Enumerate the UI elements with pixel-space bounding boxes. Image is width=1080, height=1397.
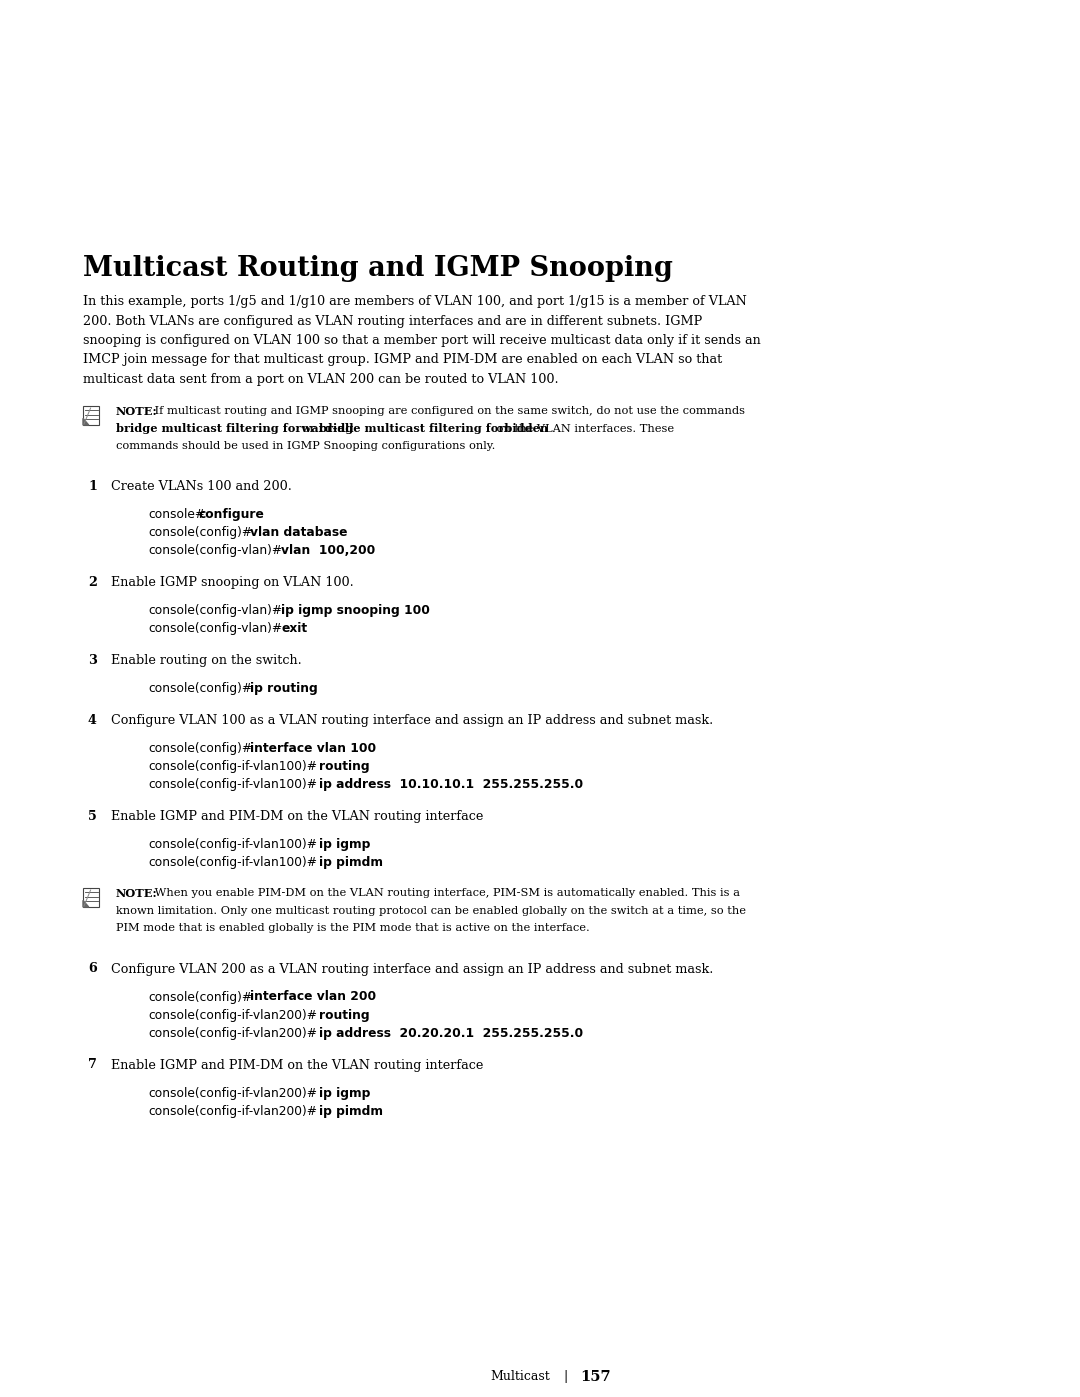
Text: vlan  100,200: vlan 100,200 [282,543,376,557]
Text: NOTE:: NOTE: [116,888,158,900]
Text: console(config-if-vlan200)#: console(config-if-vlan200)# [148,1009,318,1021]
Text: exit: exit [282,622,308,636]
Text: PIM mode that is enabled globally is the PIM mode that is active on the interfac: PIM mode that is enabled globally is the… [116,923,590,933]
Text: console(config-if-vlan200)#: console(config-if-vlan200)# [148,1105,318,1118]
Text: console(config)#: console(config)# [148,682,252,694]
Text: console(config-vlan)#: console(config-vlan)# [148,622,282,636]
Text: configure: configure [199,509,265,521]
Text: console(config-if-vlan100)#: console(config-if-vlan100)# [148,760,318,773]
Text: |: | [563,1370,567,1383]
Text: console(config-vlan)#: console(config-vlan)# [148,604,282,617]
Text: Multicast Routing and IGMP Snooping: Multicast Routing and IGMP Snooping [83,256,673,282]
Text: console#: console# [148,509,205,521]
Text: console(config)#: console(config)# [148,527,252,539]
Text: Enable IGMP and PIM-DM on the VLAN routing interface: Enable IGMP and PIM-DM on the VLAN routi… [111,1059,484,1071]
Text: NOTE:: NOTE: [116,407,158,416]
Text: Configure VLAN 200 as a VLAN routing interface and assign an IP address and subn: Configure VLAN 200 as a VLAN routing int… [111,963,714,975]
Text: console(config)#: console(config)# [148,990,252,1003]
Text: commands should be used in IGMP Snooping configurations only.: commands should be used in IGMP Snooping… [116,441,496,451]
Text: ip igmp snooping 100: ip igmp snooping 100 [282,604,430,617]
Text: console(config-if-vlan100)#: console(config-if-vlan100)# [148,856,318,869]
Text: 6: 6 [87,963,97,975]
Text: known limitation. Only one multicast routing protocol can be enabled globally on: known limitation. Only one multicast rou… [116,905,746,915]
Text: ip pimdm: ip pimdm [320,856,383,869]
Text: ip address  20.20.20.1  255.255.255.0: ip address 20.20.20.1 255.255.255.0 [320,1027,583,1039]
Text: ip igmp: ip igmp [320,838,370,851]
Text: 200. Both VLANs are configured as VLAN routing interfaces and are in different s: 200. Both VLANs are configured as VLAN r… [83,314,702,327]
Bar [83,888,99,907]
Text: When you enable PIM-DM on the VLAN routing interface, PIM-SM is automatically en: When you enable PIM-DM on the VLAN routi… [151,888,740,898]
Text: Multicast: Multicast [490,1370,550,1383]
Text: console(config-if-vlan200)#: console(config-if-vlan200)# [148,1027,318,1039]
Text: Enable IGMP snooping on VLAN 100.: Enable IGMP snooping on VLAN 100. [111,576,354,590]
Text: vlan database: vlan database [249,527,347,539]
Text: IMCP join message for that multicast group. IGMP and PIM-DM are enabled on each : IMCP join message for that multicast gro… [83,353,723,366]
Text: routing: routing [320,760,370,773]
Text: console(config-if-vlan100)#: console(config-if-vlan100)# [148,838,318,851]
Text: console(config-if-vlan100)#: console(config-if-vlan100)# [148,778,318,791]
Text: ip pimdm: ip pimdm [320,1105,383,1118]
Text: bridge multicast filtering forward-all: bridge multicast filtering forward-all [116,423,353,434]
Text: 2: 2 [87,576,97,590]
Text: If multicast routing and IGMP snooping are configured on the same switch, do not: If multicast routing and IGMP snooping a… [151,407,745,416]
Text: Create VLANs 100 and 200.: Create VLANs 100 and 200. [111,481,292,493]
Text: Configure VLAN 100 as a VLAN routing interface and assign an IP address and subn: Configure VLAN 100 as a VLAN routing int… [111,714,713,726]
Text: or: or [299,423,319,433]
Text: interface vlan 200: interface vlan 200 [249,990,376,1003]
Text: console(config-vlan)#: console(config-vlan)# [148,543,282,557]
Text: 4: 4 [87,714,97,726]
Text: Enable IGMP and PIM-DM on the VLAN routing interface: Enable IGMP and PIM-DM on the VLAN routi… [111,810,484,823]
Text: 157: 157 [580,1370,610,1384]
Polygon shape [83,900,89,907]
Text: routing: routing [320,1009,370,1021]
Text: console(config-if-vlan200)#: console(config-if-vlan200)# [148,1087,318,1099]
Text: ip routing: ip routing [249,682,318,694]
Text: multicast data sent from a port on VLAN 200 can be routed to VLAN 100.: multicast data sent from a port on VLAN … [83,373,558,386]
Text: console(config)#: console(config)# [148,742,252,754]
Text: 3: 3 [87,654,97,666]
Text: snooping is configured on VLAN 100 so that a member port will receive multicast : snooping is configured on VLAN 100 so th… [83,334,760,346]
Text: 7: 7 [87,1059,97,1071]
Text: 1: 1 [87,481,97,493]
Text: ip address  10.10.10.1  255.255.255.0: ip address 10.10.10.1 255.255.255.0 [320,778,583,791]
Text: on the VLAN interfaces. These: on the VLAN interfaces. These [492,423,674,433]
Text: bridge multicast filtering forbidden: bridge multicast filtering forbidden [319,423,549,434]
Text: interface vlan 100: interface vlan 100 [249,742,376,754]
Bar [83,407,99,425]
Text: 5: 5 [87,810,97,823]
Text: In this example, ports 1/g5 and 1/g10 are members of VLAN 100, and port 1/g15 is: In this example, ports 1/g5 and 1/g10 ar… [83,295,747,307]
Text: ip igmp: ip igmp [320,1087,370,1099]
Polygon shape [83,418,89,425]
Text: Enable routing on the switch.: Enable routing on the switch. [111,654,301,666]
